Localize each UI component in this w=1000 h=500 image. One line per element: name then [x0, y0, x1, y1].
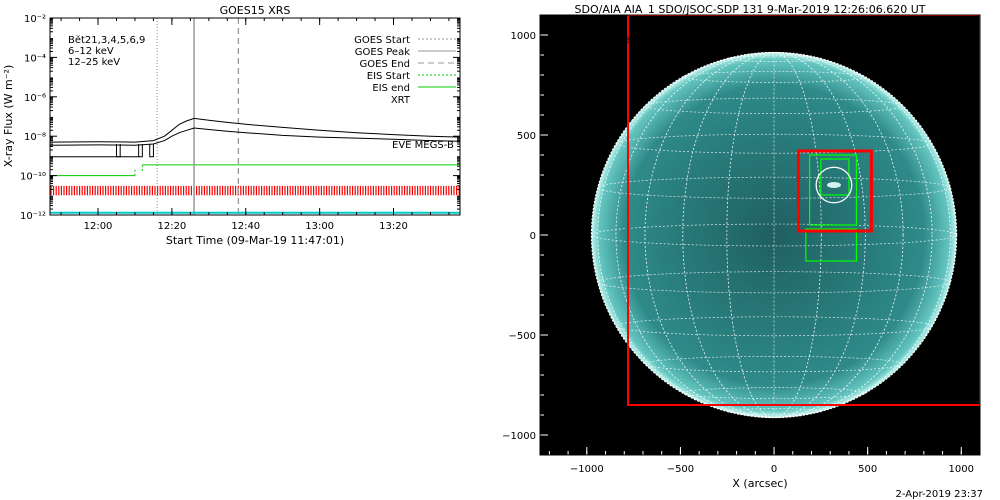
latitude-line [682, 387, 866, 399]
footer-timestamp: 2-Apr-2019 23:37 [896, 489, 983, 500]
aia-x-tick-label: −1000 [570, 464, 604, 475]
goes-series-line [49, 117, 461, 143]
goes-y-tick-label: 10⁻⁴ [24, 53, 46, 64]
goes-time-markers [156, 18, 240, 215]
aia-y-tick-label: 1000 [511, 31, 536, 42]
goes-series-dropout [115, 144, 121, 158]
goes-legend-right-entry: GOES Peak [355, 47, 410, 58]
goes-legend-right-entry: EIS end [372, 83, 410, 94]
goes-y-tick-label: 10⁻⁶ [24, 93, 46, 104]
aia-image-title: SDO/AIA AIA_1 SDO/JSOC-SDP 131 9-Mar-201… [575, 3, 926, 16]
goes-x-tick-label: 12:00 [84, 221, 113, 232]
goes-y-tick-label: 10⁻¹⁰ [20, 172, 46, 183]
goes-x-tick-label: 12:40 [231, 221, 260, 232]
goes-series-dropout [149, 144, 154, 158]
aia-image-panel: SDO/AIA AIA_1 SDO/JSOC-SDP 131 9-Mar-201… [502, 3, 983, 500]
goes-x-tick-label: 13:20 [379, 221, 408, 232]
aia-y-tick-label: −1000 [502, 431, 536, 442]
xrt-fov-box [627, 15, 980, 406]
aia-x-tick-label: 500 [858, 464, 877, 475]
goes-legend-left-entry: Bĕt21,3,4,5,6,9 [68, 34, 145, 46]
aia-x-axis-label: X (arcsec) [732, 477, 787, 490]
goes-legend-right-entry: GOES Start [354, 35, 410, 46]
goes-y-tick-label: 10⁻¹² [20, 211, 46, 222]
eis-fov-box [805, 228, 858, 262]
eis-fov-box [809, 154, 858, 226]
goes-legend-left-entry: 12–25 keV [68, 57, 120, 68]
eis-fov-label: EIS FOV [552, 404, 591, 415]
eis-fov-boxes [805, 154, 858, 262]
goes-series-dropout [138, 144, 143, 158]
aia-x-ticks: −1000 −500 0 500 1000 [548, 447, 981, 475]
goes-x-tick-label: 13:00 [305, 221, 334, 232]
goes-y-axis-label: X-ray Flux (W m⁻²) [2, 65, 15, 167]
goes-xrt-marks [50, 185, 460, 196]
aia-plot-frame [539, 14, 981, 456]
goes-y-tick-label: 10⁻² [24, 14, 46, 25]
goes-legend-right-entry: XRT [391, 95, 411, 106]
goes-legend-right-entry: EIS Start [367, 71, 410, 82]
solar-limb [590, 51, 958, 419]
goes-series [49, 117, 461, 158]
goes-x-tick-label: 12:20 [157, 221, 186, 232]
eis-fov-box [820, 158, 850, 196]
xrt-fov-label: XRT FOV [552, 425, 595, 436]
goes-x-axis-label: Start Time (09-Mar-19 11:47:01) [166, 234, 344, 247]
aia-y-tick-label: −500 [509, 331, 536, 342]
goes-eis-lines [50, 164, 460, 177]
aia-y-ticks: −1000 −500 0 500 1000 [502, 14, 548, 456]
aia-flare-location-label: O AIA flare location [554, 35, 650, 46]
goes-legend-right-entry: GOES End [360, 59, 410, 70]
aia-x-tick-label: −500 [667, 464, 694, 475]
aia-x-tick-label: 0 [771, 464, 777, 475]
goes-y-tick-label: 10⁻⁸ [24, 132, 46, 143]
longitude-line [597, 52, 951, 418]
goes-legend-right-entry: EVE MEGS-B [392, 140, 454, 151]
goes-series-line [49, 127, 461, 146]
goes-xrs-chart: GOES15 XRS X-ray Flux (W m⁻²) Start Time… [2, 4, 461, 247]
aia-x-tick-label: 1000 [949, 464, 974, 475]
aia-y-tick-label: 0 [530, 231, 536, 242]
goes-chart-title: GOES15 XRS [220, 4, 291, 17]
solar-disk [591, 52, 957, 418]
flare-location-circle [815, 166, 853, 204]
xrt-fov-box [796, 149, 873, 233]
goes-legend-left-entry: 6–12 keV [68, 46, 114, 57]
goes-plot-frame [49, 17, 461, 216]
xrt-fov-boxes [627, 15, 980, 406]
longitude-line [615, 52, 933, 418]
flare-brightening [826, 182, 841, 188]
aia-y-tick-label: 500 [517, 131, 536, 142]
latitude-line [682, 71, 866, 83]
latitude-line [644, 355, 904, 373]
longitude-line [644, 52, 904, 418]
